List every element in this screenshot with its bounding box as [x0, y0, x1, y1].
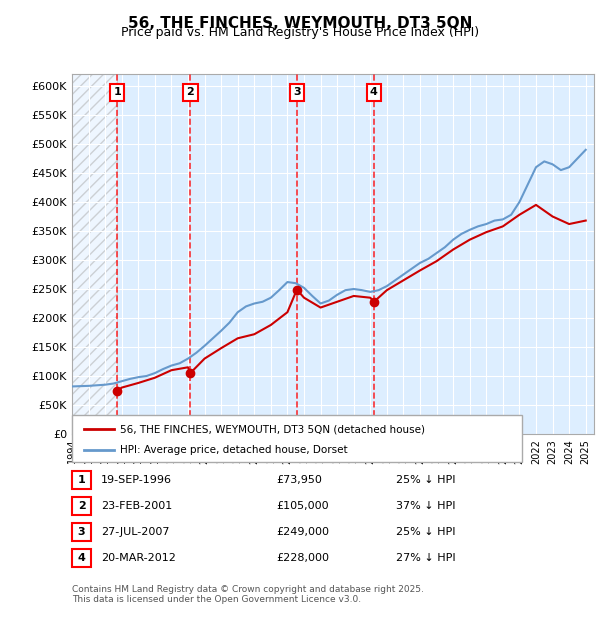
Text: 20-MAR-2012: 20-MAR-2012 — [101, 553, 176, 563]
Text: 27-JUL-2007: 27-JUL-2007 — [101, 527, 169, 537]
Text: 2: 2 — [78, 501, 85, 511]
Text: 1: 1 — [78, 475, 85, 485]
Text: £249,000: £249,000 — [276, 527, 329, 537]
Text: 25% ↓ HPI: 25% ↓ HPI — [396, 527, 455, 537]
Text: 56, THE FINCHES, WEYMOUTH, DT3 5QN (detached house): 56, THE FINCHES, WEYMOUTH, DT3 5QN (deta… — [120, 424, 425, 435]
Text: HPI: Average price, detached house, Dorset: HPI: Average price, detached house, Dors… — [120, 445, 347, 455]
Text: £73,950: £73,950 — [276, 475, 322, 485]
Text: 23-FEB-2001: 23-FEB-2001 — [101, 501, 172, 511]
Text: 25% ↓ HPI: 25% ↓ HPI — [396, 475, 455, 485]
Text: 4: 4 — [370, 87, 378, 97]
Text: 37% ↓ HPI: 37% ↓ HPI — [396, 501, 455, 511]
Text: 1: 1 — [113, 87, 121, 97]
Text: 3: 3 — [293, 87, 301, 97]
Bar — [72, 74, 117, 434]
Text: Contains HM Land Registry data © Crown copyright and database right 2025.
This d: Contains HM Land Registry data © Crown c… — [72, 585, 424, 604]
Text: 19-SEP-1996: 19-SEP-1996 — [101, 475, 172, 485]
Text: Price paid vs. HM Land Registry's House Price Index (HPI): Price paid vs. HM Land Registry's House … — [121, 26, 479, 39]
Text: 4: 4 — [77, 553, 86, 563]
Text: 56, THE FINCHES, WEYMOUTH, DT3 5QN: 56, THE FINCHES, WEYMOUTH, DT3 5QN — [128, 16, 472, 30]
Text: £105,000: £105,000 — [276, 501, 329, 511]
Text: £228,000: £228,000 — [276, 553, 329, 563]
Text: 27% ↓ HPI: 27% ↓ HPI — [396, 553, 455, 563]
Text: 2: 2 — [187, 87, 194, 97]
Text: 3: 3 — [78, 527, 85, 537]
